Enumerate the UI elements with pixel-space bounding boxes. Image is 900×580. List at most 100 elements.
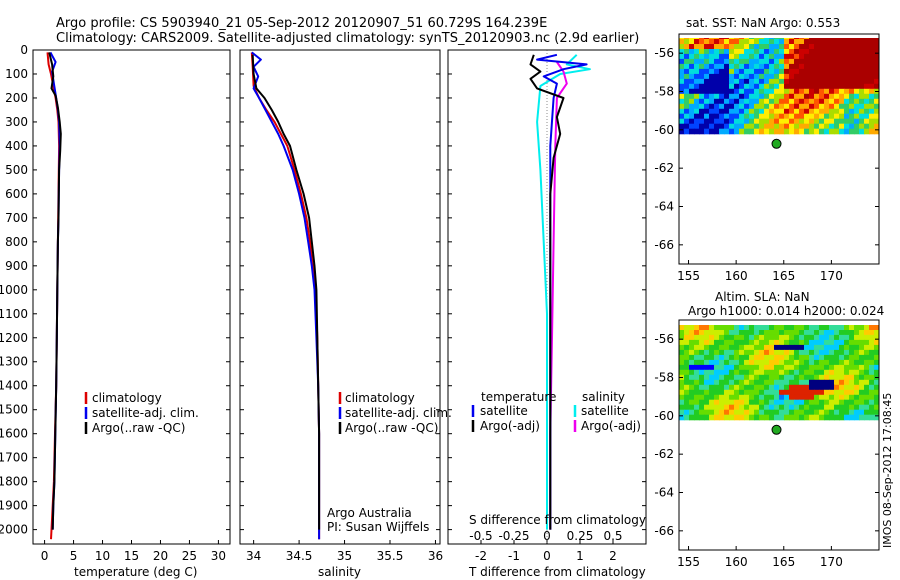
map-cell	[874, 128, 879, 135]
map-cell	[874, 409, 879, 416]
map-cell	[729, 58, 735, 65]
map-cell	[814, 374, 820, 381]
map-cell	[814, 330, 820, 336]
map-cell	[784, 73, 790, 80]
map-cell	[799, 359, 805, 366]
map-cell	[834, 68, 840, 75]
temperature-plot-frame	[32, 49, 231, 545]
y-tick-label: -56	[654, 332, 674, 346]
map-cell	[759, 68, 765, 75]
map-cell	[819, 68, 825, 75]
map-cell	[804, 63, 810, 70]
map-cell	[769, 108, 775, 115]
map-cell	[764, 113, 770, 120]
map-cell	[679, 389, 685, 396]
map-cell	[739, 325, 745, 326]
map-cell	[774, 113, 780, 120]
map-cell	[759, 63, 765, 70]
map-cell	[754, 399, 760, 406]
map-cell	[829, 73, 835, 80]
map-cell	[694, 78, 700, 85]
map-cell	[789, 399, 795, 406]
map-cell	[699, 103, 705, 110]
map-cell	[794, 128, 800, 135]
map-cell	[809, 98, 815, 105]
map-cell	[784, 349, 790, 356]
map-cell	[694, 38, 700, 40]
top-tick-label: -0.5	[469, 529, 492, 543]
map-cell	[794, 58, 800, 65]
map-cell	[759, 93, 765, 100]
map-cell	[749, 39, 755, 45]
map-cell	[839, 359, 845, 366]
map-cell	[824, 394, 830, 401]
map-cell	[779, 128, 785, 135]
map-cell	[839, 384, 845, 391]
map-cell	[749, 369, 755, 376]
map-cell	[724, 123, 730, 130]
map-cell	[869, 325, 875, 326]
map-cell	[744, 330, 750, 336]
argo-float-marker	[771, 424, 782, 435]
map-cell	[794, 359, 800, 366]
map-cell	[774, 354, 780, 361]
map-cell	[679, 414, 685, 421]
map-cell	[679, 354, 685, 361]
map-cell	[734, 369, 740, 376]
map-cell	[869, 330, 875, 336]
map-cell	[764, 44, 770, 50]
map-cell	[734, 58, 740, 65]
map-cell	[764, 108, 770, 115]
map-cell	[749, 53, 755, 60]
map-cell	[834, 49, 840, 55]
map-cell	[689, 58, 695, 65]
map-cell	[804, 73, 810, 80]
legend-argo-label: Argo(..raw -QC)	[92, 421, 185, 435]
map-cell	[764, 53, 770, 60]
map-cell	[769, 325, 775, 326]
map-cell	[719, 330, 725, 336]
map-cell	[684, 330, 690, 336]
map-cell	[824, 349, 830, 356]
map-cell	[819, 53, 825, 60]
map-cell	[709, 38, 715, 40]
map-cell	[759, 374, 765, 381]
map-cell	[749, 389, 755, 396]
map-cell	[869, 369, 875, 376]
map-cell	[689, 349, 695, 356]
map-cell	[769, 369, 775, 376]
map-cell	[764, 103, 770, 110]
map-cell	[849, 73, 855, 80]
map-cell	[794, 83, 800, 90]
map-cell	[814, 354, 820, 361]
header-line2: Climatology: CARS2009. Satellite-adjuste…	[56, 31, 639, 46]
map-cell	[744, 39, 750, 45]
map-cell	[844, 63, 850, 70]
map-cell	[804, 334, 810, 341]
map-cell	[714, 128, 720, 135]
map-cell	[854, 409, 860, 416]
map-cell	[729, 394, 735, 401]
map-cell	[724, 325, 730, 331]
legend-climatology-label: climatology	[345, 391, 415, 405]
map-cell	[749, 68, 755, 75]
map-cell	[834, 123, 840, 130]
map-cell	[804, 83, 810, 90]
map-cell	[784, 325, 790, 326]
map-cell	[839, 399, 845, 406]
map-cell	[744, 63, 750, 70]
map-cell	[729, 339, 735, 346]
map-cell	[864, 68, 870, 75]
map-cell	[709, 394, 715, 401]
map-cell	[829, 108, 835, 115]
map-cell	[849, 53, 855, 60]
map-cell	[824, 118, 830, 125]
map-cell	[729, 404, 735, 411]
map-cell	[749, 374, 755, 381]
map-cell	[829, 63, 835, 70]
map-cell	[749, 63, 755, 70]
difference-legend: temperature salinity satellite Argo(-adj…	[471, 390, 641, 433]
map-cell	[824, 63, 830, 70]
map-cell	[699, 93, 705, 100]
map-cell	[714, 93, 720, 100]
